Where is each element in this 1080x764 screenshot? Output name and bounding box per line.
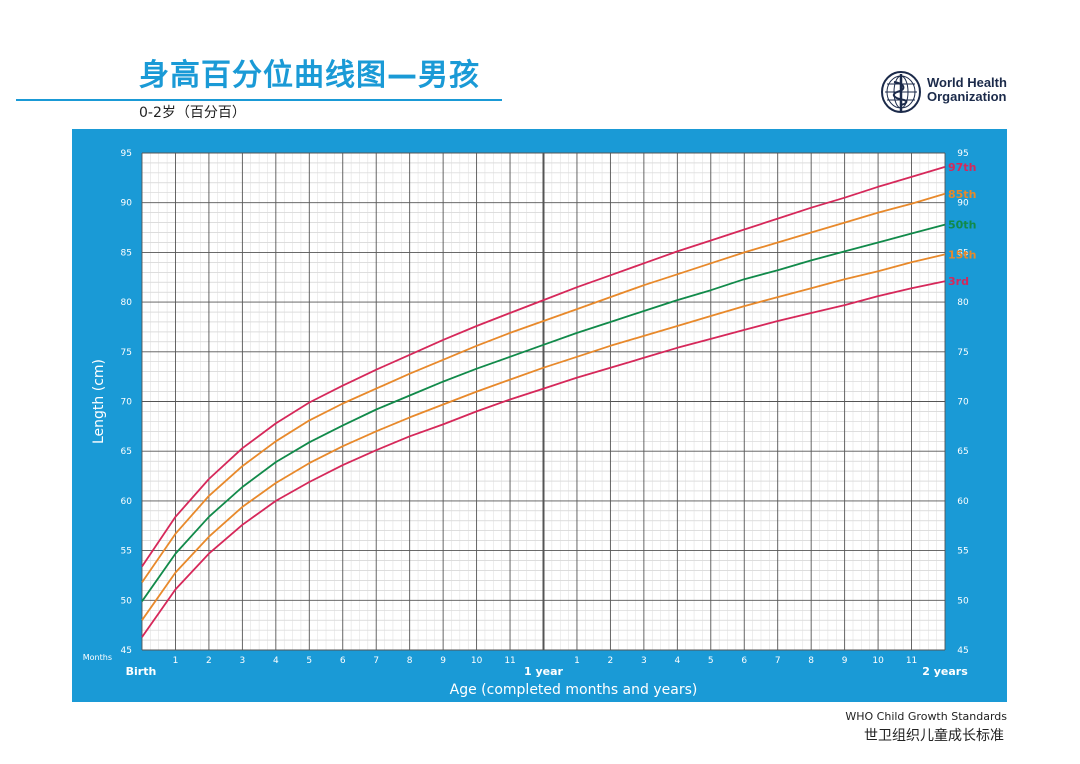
y-tick-label-right: 55 [957, 547, 968, 557]
title-underline [16, 99, 502, 101]
percentile-curve-3rd [141, 280, 946, 638]
x-tick-label: 11 [504, 656, 515, 666]
x-tick-label: 2 [206, 656, 212, 666]
y-tick-label-right: 75 [957, 348, 968, 358]
x-tick-label: 11 [906, 656, 917, 666]
y-tick-label-left: 90 [121, 199, 133, 209]
who-line1: World Health [927, 75, 1007, 90]
who-logo: World Health Organization [880, 70, 1010, 114]
y-tick-label-right: 80 [957, 298, 969, 308]
x-tick-label: 6 [340, 656, 346, 666]
page-title: 身高百分位曲线图—男孩 [139, 58, 480, 93]
x-tick-label: 10 [872, 656, 884, 666]
y-tick-label-right: 90 [957, 199, 969, 209]
series-label-97th: 97th [948, 161, 976, 174]
x-tick-label: 8 [407, 656, 413, 666]
x-tick-label: 9 [842, 656, 848, 666]
series-label-85th: 85th [948, 188, 976, 201]
series-label-50th: 50th [948, 219, 976, 232]
y-tick-label-left: 65 [121, 447, 132, 457]
x-tick-label: 5 [708, 656, 714, 666]
y-tick-label-left: 80 [121, 298, 133, 308]
who-wordmark: World Health Organization [927, 76, 1007, 104]
y-tick-label-right: 70 [957, 398, 969, 408]
percentile-curve-85th [141, 192, 946, 583]
y-tick-label-right: 85 [957, 248, 968, 258]
footer-standard-en: WHO Child Growth Standards [845, 710, 1007, 723]
x-label-1-year: 1 year [524, 665, 564, 678]
x-tick-label: 4 [674, 656, 680, 666]
footer-standard-zh: 世卫组织儿童成长标准 [864, 728, 1004, 744]
y-tick-label-right: 65 [957, 447, 968, 457]
x-tick-label: 8 [808, 656, 814, 666]
y-tick-label-right: 95 [957, 149, 968, 159]
y-tick-label-left: 55 [121, 547, 132, 557]
who-emblem-icon [881, 71, 921, 113]
x-tick-label: 3 [641, 656, 647, 666]
y-tick-label-left: 95 [121, 149, 132, 159]
x-axis-title: Age (completed months and years) [450, 682, 698, 698]
y-tick-label-left: 45 [121, 646, 132, 656]
y-axis-title: Length (cm) [91, 359, 107, 444]
x-tick-label: 6 [741, 656, 747, 666]
x-tick-label: 3 [240, 656, 246, 666]
x-tick-label: 1 [574, 656, 580, 666]
x-tick-label: 4 [273, 656, 279, 666]
y-tick-label-left: 75 [121, 348, 132, 358]
x-label-2-years: 2 years [922, 665, 968, 678]
series-label-3rd: 3rd [948, 275, 969, 288]
growth-chart-panel: 45 45 50 50 55 55 60 60 65 65 70 70 75 75 80 80 85 85 90 90… [72, 129, 1007, 702]
x-unit-label: Months [83, 653, 112, 662]
x-tick-label: 7 [775, 656, 781, 666]
y-tick-label-left: 85 [121, 248, 132, 258]
x-tick-label: 1 [173, 656, 179, 666]
percentile-curve-15th [141, 253, 946, 621]
x-tick-label: 10 [471, 656, 483, 666]
x-tick-label: 9 [440, 656, 446, 666]
y-tick-label-left: 50 [121, 596, 133, 606]
percentile-curve-97th [141, 166, 946, 568]
x-label-birth: Birth [126, 665, 157, 678]
page-subtitle: 0-2岁（百分百） [139, 105, 246, 121]
y-tick-label-left: 70 [121, 398, 133, 408]
y-tick-label-left: 60 [121, 497, 133, 507]
x-tick-label: 2 [608, 656, 614, 666]
x-tick-label: 5 [306, 656, 312, 666]
x-tick-label: 7 [373, 656, 379, 666]
y-tick-label-right: 45 [957, 646, 968, 656]
y-tick-label-right: 50 [957, 596, 969, 606]
percentile-curve-50th [141, 223, 946, 602]
y-tick-label-right: 60 [957, 497, 969, 507]
series-label-15th: 15th [948, 248, 976, 261]
who-line2: Organization [927, 89, 1007, 104]
